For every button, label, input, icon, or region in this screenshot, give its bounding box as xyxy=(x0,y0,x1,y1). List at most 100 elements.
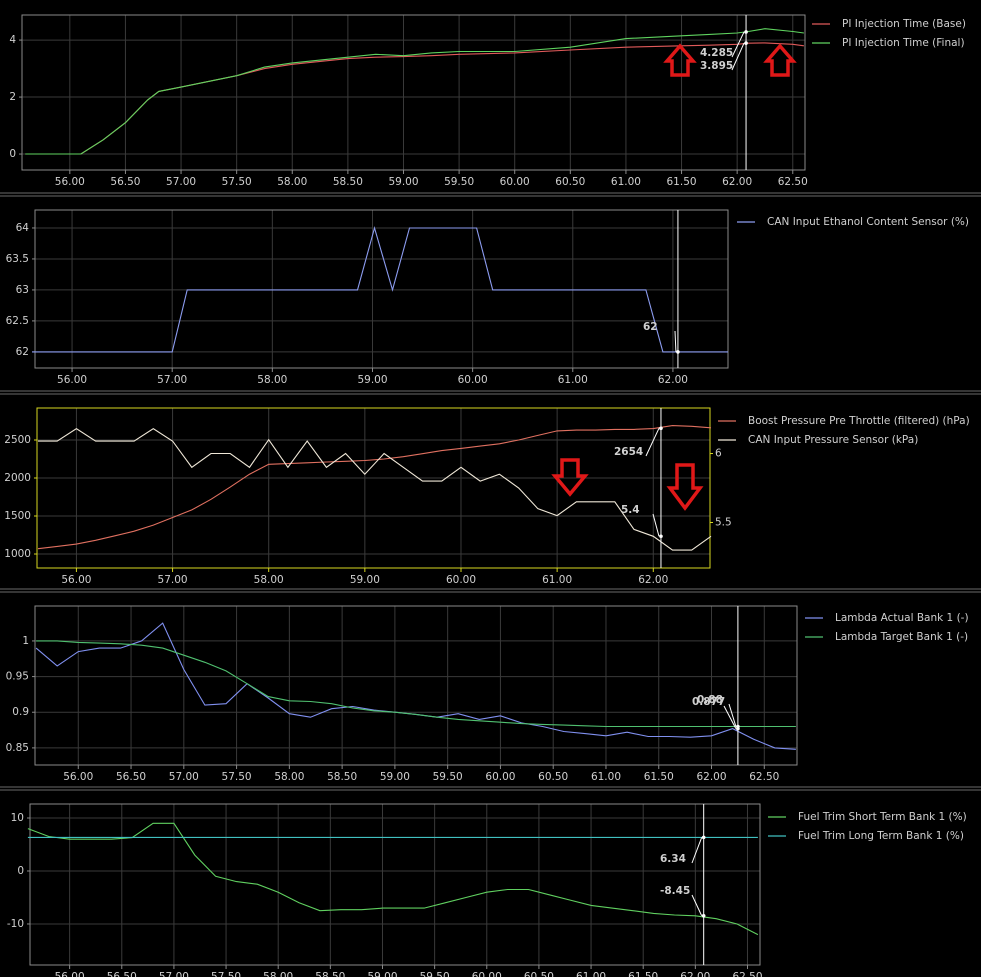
y2-tick-label: 5.5 xyxy=(715,516,732,528)
y-tick-label: 0.9 xyxy=(12,706,29,718)
x-tick-label: 59.00 xyxy=(357,374,387,386)
y-tick-label: 64 xyxy=(16,222,30,234)
x-tick-label: 58.50 xyxy=(327,771,357,783)
x-tick-label: 59.00 xyxy=(388,176,418,188)
x-tick-label: 58.00 xyxy=(274,771,304,783)
red-down-arrow xyxy=(551,458,589,497)
charts: 56.00 56.50 57.00 57.50 58.00 58.50 59.00 59.50… xyxy=(4,14,970,977)
x-tick-label: 57.50 xyxy=(222,771,252,783)
x-tick-label: 62.50 xyxy=(778,176,808,188)
plot-frame xyxy=(34,209,729,369)
x-tick-label: 60.00 xyxy=(472,971,502,977)
x-tick-label: 57.00 xyxy=(159,971,189,977)
x-tick-label: 62.00 xyxy=(722,176,752,188)
x-tick-label: 56.00 xyxy=(61,574,91,586)
x-tick-label: 56.00 xyxy=(57,374,87,386)
x-tick-label: 59.00 xyxy=(367,971,397,977)
cursor-readout: -8.45 xyxy=(660,885,690,897)
x-tick-label: 61.00 xyxy=(576,971,606,977)
y-tick-label: 62 xyxy=(16,346,29,358)
y2-tick-label: 6 xyxy=(715,448,722,460)
x-tick-label: 60.50 xyxy=(524,971,554,977)
x-tick-label: 56.50 xyxy=(110,176,140,188)
x-tick-label: 58.00 xyxy=(254,574,284,586)
legend-label: Lambda Actual Bank 1 (-) xyxy=(835,612,969,624)
legend-label: PI Injection Time (Base) xyxy=(842,18,966,30)
legend-label: Fuel Trim Short Term Bank 1 (%) xyxy=(798,811,967,823)
x-tick-label: 62.00 xyxy=(658,374,688,386)
readout-pointer xyxy=(731,42,745,71)
y-tick-label: 2 xyxy=(9,91,16,103)
x-tick-label: 61.00 xyxy=(558,374,588,386)
x-tick-label: 58.00 xyxy=(257,374,287,386)
x-tick-label: 60.00 xyxy=(458,374,488,386)
x-tick-label: 61.00 xyxy=(611,176,641,188)
readout-pointer xyxy=(645,428,660,457)
x-tick-label: 58.50 xyxy=(333,176,363,188)
x-tick-label: 57.00 xyxy=(157,374,187,386)
readout-dot xyxy=(744,30,748,34)
readout-pointer xyxy=(674,330,677,352)
readout-dot xyxy=(701,835,706,840)
cursor-readout: 5.4 xyxy=(621,504,640,516)
x-tick-label: 61.00 xyxy=(542,574,572,586)
x-tick-label: 56.50 xyxy=(107,971,137,977)
cursor-readout: 2654 xyxy=(614,446,643,458)
plot-frame xyxy=(34,605,798,766)
readout-pointer xyxy=(728,703,737,727)
series-line xyxy=(27,822,759,936)
x-tick-label: 59.50 xyxy=(444,176,474,188)
cursor-readout: 0.88 xyxy=(697,694,723,706)
cursor-readout: 6.34 xyxy=(660,853,686,865)
readout-dot xyxy=(736,724,740,729)
x-tick-label: 60.50 xyxy=(538,771,568,783)
x-tick-label: 59.50 xyxy=(433,771,463,783)
cursor-readout: 4.285 xyxy=(700,47,733,59)
cursor-readout: 3.895 xyxy=(700,60,733,72)
plot-frame xyxy=(29,803,761,966)
x-tick-label: 56.00 xyxy=(63,771,93,783)
readout-dot xyxy=(659,534,663,539)
series-line xyxy=(25,28,804,155)
series-line xyxy=(37,425,712,550)
x-tick-label: 60.00 xyxy=(500,176,530,188)
legend-label: Boost Pressure Pre Throttle (filtered) (… xyxy=(748,415,970,427)
y-tick-label: 0 xyxy=(9,148,16,160)
x-tick-label: 61.00 xyxy=(591,771,621,783)
readout-dot xyxy=(676,350,680,354)
plot-frame xyxy=(36,407,711,569)
readout-dot xyxy=(744,41,748,45)
cursor-readout: 62 xyxy=(643,321,658,333)
y-tick-label: 2000 xyxy=(4,472,31,484)
y-tick-label: 62.5 xyxy=(6,315,29,327)
red-up-arrow xyxy=(763,43,797,77)
readout-dot xyxy=(659,426,663,431)
series-line xyxy=(36,640,796,728)
x-tick-label: 57.00 xyxy=(169,771,199,783)
x-tick-label: 57.00 xyxy=(166,176,196,188)
legend-label: CAN Input Ethanol Content Sensor (%) xyxy=(767,216,969,228)
y-tick-label: 1500 xyxy=(4,510,31,522)
x-tick-label: 62.00 xyxy=(696,771,726,783)
x-tick-label: 59.50 xyxy=(420,971,450,977)
y-tick-label: 63.5 xyxy=(6,253,29,265)
readout-pointer xyxy=(691,837,703,864)
x-tick-label: 62.00 xyxy=(638,574,668,586)
x-tick-label: 62.50 xyxy=(749,771,779,783)
x-tick-label: 57.50 xyxy=(222,176,252,188)
x-tick-label: 61.50 xyxy=(628,971,658,977)
y-tick-label: 0 xyxy=(17,865,24,877)
legend-label: CAN Input Pressure Sensor (kPa) xyxy=(748,434,918,446)
x-tick-label: 59.00 xyxy=(350,574,380,586)
x-tick-label: 61.50 xyxy=(667,176,697,188)
x-tick-label: 56.00 xyxy=(55,971,85,977)
readout-pointer xyxy=(731,31,745,58)
x-tick-label: 61.50 xyxy=(644,771,674,783)
x-tick-label: 60.00 xyxy=(446,574,476,586)
x-tick-label: 58.00 xyxy=(277,176,307,188)
y-tick-label: 1000 xyxy=(4,548,31,560)
readout-dot xyxy=(701,913,706,918)
x-tick-label: 56.50 xyxy=(116,771,146,783)
